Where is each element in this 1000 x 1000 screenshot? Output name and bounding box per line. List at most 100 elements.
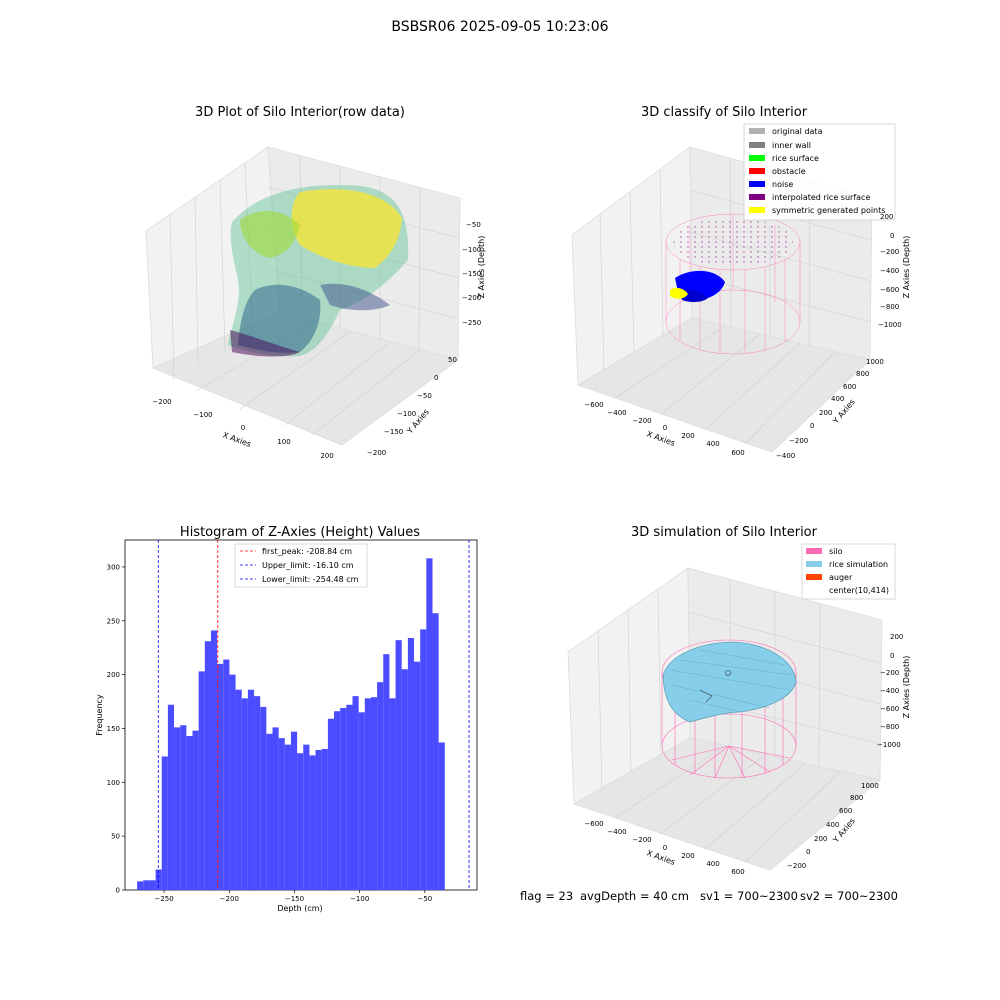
footer-status: flag = 23 avgDepth = 40 cm sv1 = 700~230… bbox=[520, 889, 898, 903]
legend-frame bbox=[743, 123, 896, 221]
histogram-bar bbox=[315, 750, 322, 890]
histogram-bar bbox=[334, 711, 341, 890]
classify-floor-pane bbox=[577, 317, 871, 453]
histogram-bar bbox=[204, 641, 211, 890]
classify-y-tick: −200 bbox=[789, 437, 808, 445]
classify-y-tick: 800 bbox=[856, 370, 869, 378]
legend-label: rice surface bbox=[772, 154, 819, 163]
classify-legend: original data inner wall rice surface ob… bbox=[743, 123, 896, 221]
histogram-bar bbox=[346, 704, 353, 890]
legend-label: Lower_limit: -254.48 cm bbox=[262, 575, 359, 584]
legend-label: inner wall bbox=[772, 141, 811, 150]
histogram-bar bbox=[401, 669, 408, 890]
classify-x-tick: −600 bbox=[584, 401, 603, 409]
sv2-text: sv2 = 700~2300 bbox=[800, 889, 898, 903]
classify-plot-title: 3D classify of Silo Interior bbox=[641, 105, 808, 120]
raw-z-tick: −200 bbox=[462, 294, 481, 302]
avg-depth-text: avgDepth = 40 cm bbox=[580, 889, 689, 903]
raw-x-tick: 0 bbox=[241, 424, 245, 432]
legend-label: center(10,414) bbox=[829, 586, 889, 595]
panel-histogram: Histogram of Z-Axies (Height) Values −25… bbox=[95, 525, 478, 913]
histogram-bar bbox=[174, 727, 181, 890]
simulation-z-tick: −1000 bbox=[877, 741, 901, 749]
classify-x-tick: 200 bbox=[681, 432, 694, 440]
histogram-x-label: Depth (cm) bbox=[277, 904, 322, 913]
histogram-y-tick-label: 100 bbox=[107, 779, 120, 787]
sv1-text: sv1 = 700~2300 bbox=[700, 889, 798, 903]
histogram-bar bbox=[235, 689, 242, 890]
histogram-bar bbox=[432, 613, 439, 890]
histogram-bar bbox=[223, 659, 230, 890]
classify-symmetric-points bbox=[670, 287, 688, 299]
legend-label: original data bbox=[772, 127, 823, 136]
histogram-bar bbox=[254, 696, 261, 890]
histogram-bar bbox=[358, 712, 365, 890]
classify-z-label: Z Axies (Depth) bbox=[902, 236, 911, 299]
simulation-plot-title: 3D simulation of Silo Interior bbox=[631, 525, 818, 540]
histogram-x-tick-label: −200 bbox=[220, 895, 239, 903]
histogram-bar bbox=[155, 869, 162, 890]
simulation-z-tick: −800 bbox=[880, 723, 899, 731]
legend-swatch bbox=[806, 548, 822, 554]
simulation-rice-mesh bbox=[669, 649, 793, 713]
histogram-x-tick-label: −100 bbox=[350, 895, 369, 903]
raw-z-tick: −150 bbox=[462, 270, 481, 278]
histogram-x-tick-label: −150 bbox=[285, 895, 304, 903]
histogram-bar bbox=[278, 738, 285, 890]
simulation-y-tick: 200 bbox=[814, 835, 827, 843]
simulation-z-tick: −400 bbox=[880, 687, 899, 695]
raw-x-tick: −200 bbox=[152, 398, 171, 406]
histogram-bar bbox=[149, 880, 156, 890]
histogram-y-tick-label: 300 bbox=[107, 563, 120, 571]
classify-x-tick: 400 bbox=[706, 440, 719, 448]
simulation-z-tick: 0 bbox=[890, 652, 894, 660]
classify-z-tick: 0 bbox=[890, 232, 894, 240]
panel-classify: 3D classify of Silo Interior bbox=[571, 105, 911, 460]
histogram-x-axis: −250 −200 −150 −100 −50 bbox=[154, 890, 432, 903]
simulation-x-tick: −400 bbox=[607, 828, 626, 836]
histogram-bars bbox=[137, 558, 445, 890]
simulation-z-label: Z Axies (Depth) bbox=[902, 656, 911, 719]
histogram-bar bbox=[389, 698, 396, 890]
histogram-legend: first_peak: -208.84 cm Upper_limit: -16.… bbox=[234, 543, 368, 588]
raw-y-tick: −100 bbox=[397, 410, 416, 418]
legend-swatch bbox=[749, 194, 765, 200]
histogram-bar bbox=[180, 725, 187, 890]
histogram-bar bbox=[407, 638, 415, 890]
raw-z-tick: −250 bbox=[462, 319, 481, 327]
classify-x-tick: −400 bbox=[607, 409, 626, 417]
histogram-y-axis: 0 50 100 150 200 250 300 bbox=[107, 563, 125, 895]
raw-x-tick: −100 bbox=[193, 411, 212, 419]
histogram-bar bbox=[377, 682, 384, 890]
classify-z-tick: 200 bbox=[880, 213, 893, 221]
histogram-x-tick-label: −50 bbox=[417, 895, 432, 903]
classify-y-tick: 0 bbox=[810, 422, 814, 430]
classify-z-tick: −600 bbox=[880, 286, 899, 294]
histogram-bar bbox=[167, 704, 175, 890]
simulation-y-tick: 0 bbox=[806, 848, 810, 856]
histogram-bar bbox=[210, 630, 218, 890]
raw-z-tick: −50 bbox=[466, 221, 481, 229]
histogram-y-tick-label: 50 bbox=[111, 833, 120, 841]
raw-z-label: Z Axies (Depth) bbox=[477, 236, 486, 299]
raw-point-cloud bbox=[228, 185, 409, 357]
raw-plot-title: 3D Plot of Silo Interior(row data) bbox=[195, 105, 405, 120]
histogram-bar bbox=[327, 718, 335, 890]
histogram-bar bbox=[303, 744, 310, 890]
histogram-bar bbox=[290, 731, 298, 890]
histogram-bar bbox=[420, 629, 427, 890]
legend-swatch bbox=[806, 561, 822, 567]
histogram-y-tick-label: 150 bbox=[107, 725, 120, 733]
legend-label: obstacle bbox=[772, 167, 806, 176]
raw-y-tick: 0 bbox=[434, 374, 438, 382]
legend-swatch bbox=[749, 168, 765, 174]
legend-swatch bbox=[749, 142, 765, 148]
histogram-bar bbox=[186, 736, 193, 890]
histogram-bar bbox=[192, 730, 199, 890]
simulation-y-tick: 600 bbox=[839, 807, 852, 815]
histogram-bar bbox=[364, 698, 371, 890]
raw-floor-pane bbox=[151, 311, 459, 446]
histogram-bar bbox=[272, 727, 279, 890]
histogram-bar bbox=[161, 756, 168, 890]
